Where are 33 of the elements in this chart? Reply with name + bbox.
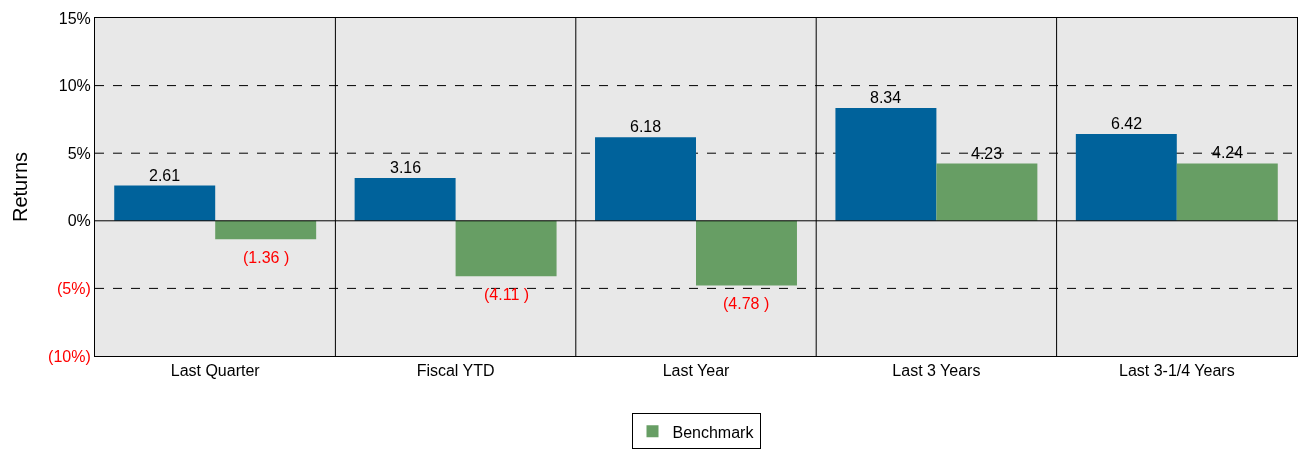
y-axis-title: Returns bbox=[8, 151, 31, 223]
data-label: (1.36 ) bbox=[243, 249, 290, 266]
data-label: 3.16 bbox=[390, 159, 422, 176]
y-tick-label: 0% bbox=[67, 212, 91, 230]
bar bbox=[1075, 134, 1177, 221]
data-label: (4.78 ) bbox=[723, 295, 770, 312]
x-tick-label: Last Quarter bbox=[170, 362, 261, 380]
x-tick-label: Fiscal YTD bbox=[416, 362, 495, 380]
data-label: 4.23 bbox=[971, 145, 1003, 162]
legend-label: Benchmark bbox=[672, 423, 755, 441]
bar bbox=[696, 220, 797, 286]
x-tick-label: Last Year bbox=[662, 362, 731, 380]
bar bbox=[114, 185, 216, 221]
bar bbox=[215, 220, 317, 240]
bar bbox=[354, 178, 456, 221]
y-tick-label: 10% bbox=[58, 77, 91, 95]
bar bbox=[835, 108, 937, 221]
y-tick-label: (5%) bbox=[57, 280, 91, 297]
bar bbox=[1176, 163, 1278, 221]
data-label: 6.42 bbox=[1111, 115, 1143, 132]
bar bbox=[455, 220, 557, 277]
data-label: 4.24 bbox=[1212, 144, 1244, 161]
y-tick-label: 5% bbox=[67, 144, 91, 162]
data-label: 6.18 bbox=[630, 118, 662, 135]
bar bbox=[936, 163, 1038, 221]
y-tick-label: 15% bbox=[58, 9, 91, 27]
x-tick-label: Last 3 Years bbox=[892, 362, 981, 380]
data-label: 2.61 bbox=[149, 167, 181, 184]
data-label: 8.34 bbox=[870, 89, 902, 106]
bar bbox=[595, 137, 696, 221]
y-tick-label: (10%) bbox=[48, 347, 91, 365]
x-tick-label: Last 3-1/4 Years bbox=[1118, 362, 1235, 380]
data-label: (4.11 ) bbox=[484, 286, 530, 303]
